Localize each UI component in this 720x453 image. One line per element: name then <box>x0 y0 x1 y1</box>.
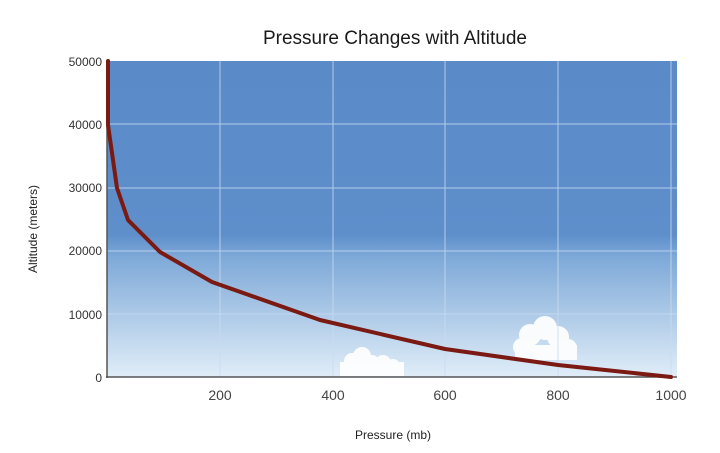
x-tick: 800 <box>546 387 570 403</box>
x-tick: 200 <box>208 387 232 403</box>
y-tick: 40000 <box>68 118 102 132</box>
x-tick: 400 <box>321 387 345 403</box>
x-tick: 600 <box>433 387 457 403</box>
x-axis-label: Pressure (mb) <box>354 428 432 442</box>
plot-background <box>107 61 677 377</box>
altitude-line <box>106 59 673 379</box>
y-tick: 20000 <box>68 244 102 258</box>
y-tick: 0 <box>95 371 102 385</box>
x-tick: 1000 <box>655 387 687 403</box>
y-tick: 50000 <box>68 55 102 69</box>
chart-title: Pressure Changes with Altitude <box>262 28 528 49</box>
y-tick: 10000 <box>68 308 102 322</box>
grid-lines <box>107 61 677 377</box>
clouds <box>340 316 577 376</box>
y-tick: 30000 <box>68 181 102 195</box>
